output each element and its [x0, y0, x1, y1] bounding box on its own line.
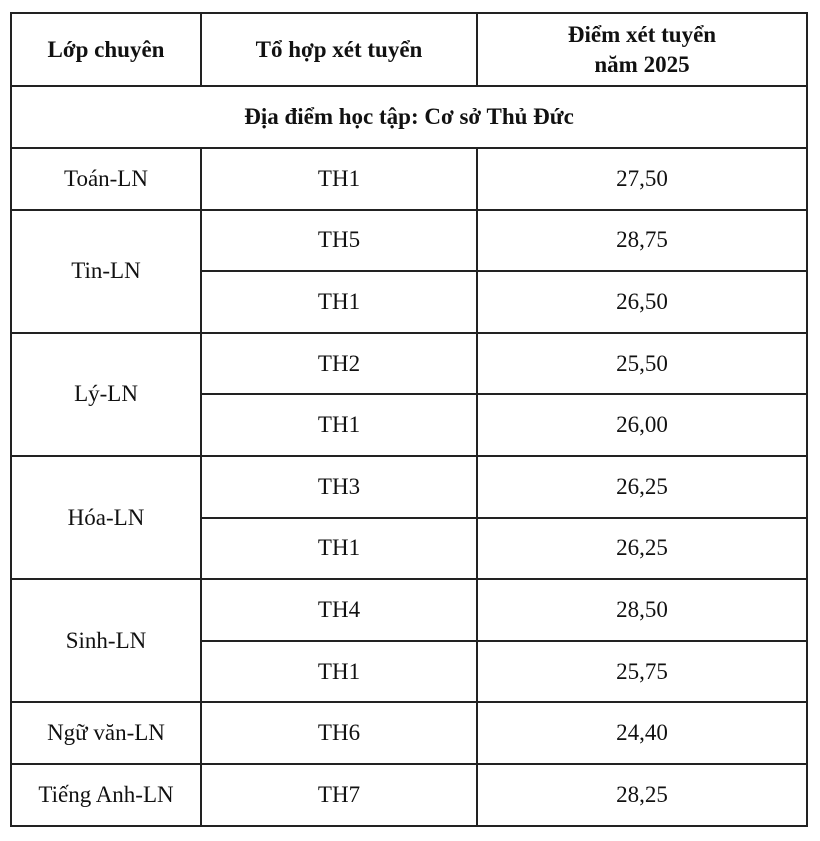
data-row: Ngữ văn-LN TH6 24,40	[10, 701, 808, 765]
score-cell: 25,50	[476, 331, 808, 396]
data-row: Tin-LN TH5 28,75	[10, 208, 808, 334]
header-cell: Tổ hợp xét tuyển	[200, 12, 478, 87]
class-cell: Toán-LN	[10, 147, 202, 211]
score-cell: 25,75	[476, 639, 808, 704]
class-cell: Tin-LN	[10, 208, 202, 334]
header-cell: Lớp chuyên	[10, 12, 202, 87]
combo-cell: TH5	[200, 208, 478, 273]
data-row: TH1 26,25	[11, 516, 808, 581]
data-row: Lý-LN TH2 25,50	[10, 331, 808, 457]
class-cell: Lý-LN	[10, 331, 202, 457]
data-row: Sinh-LN TH4 28,50	[10, 578, 808, 704]
combo-cell: TH1	[200, 147, 478, 211]
class-cell: Ngữ văn-LN	[10, 701, 202, 765]
score-cell: 28,50	[476, 578, 808, 642]
combo-cell: TH1	[200, 270, 478, 334]
class-cell: Hóa-LN	[10, 454, 202, 581]
data-row: TH1 26,50	[11, 270, 808, 334]
section-cell: Địa điểm học tập: Cơ sở Thủ Đức	[10, 85, 808, 149]
combo-cell: TH7	[200, 762, 478, 827]
combo-cell: TH1	[200, 516, 478, 581]
score-cell: 26,25	[476, 454, 808, 519]
combo-cell: TH6	[200, 701, 478, 765]
header-line: năm 2025	[594, 51, 690, 77]
score-cell: 28,25	[476, 762, 808, 827]
score-cell: 24,40	[476, 701, 808, 765]
data-row: TH1 25,75	[11, 639, 808, 704]
header-line: Điểm xét tuyển	[567, 21, 717, 47]
score-cell: 26,00	[476, 393, 808, 457]
class-cell: Tiếng Anh-LN	[10, 762, 202, 827]
combo-cell: TH2	[200, 331, 478, 396]
combo-cell: TH1	[200, 393, 478, 457]
combo-cell: TH3	[200, 454, 478, 519]
score-cell: 26,50	[476, 270, 808, 334]
combo-cell: TH4	[200, 578, 478, 642]
score-cell: 26,25	[476, 516, 808, 581]
header-row: Lớp chuyên Tổ hợp xét tuyển Điểm xét tuy…	[10, 12, 808, 87]
combo-cell: TH1	[200, 639, 478, 704]
score-cell: 27,50	[476, 147, 808, 211]
header-cell: Điểm xét tuyển năm 2025	[476, 12, 808, 87]
score-cell: 28,75	[476, 208, 808, 273]
section-row: Địa điểm học tập: Cơ sở Thủ Đức	[10, 85, 808, 149]
data-row: Tiếng Anh-LN TH7 28,25	[10, 762, 808, 827]
class-cell: Sinh-LN	[10, 578, 202, 704]
data-row: TH1 26,00	[11, 393, 808, 457]
data-row: Toán-LN TH1 27,50	[10, 147, 808, 211]
data-row: Hóa-LN TH3 26,25	[10, 454, 808, 581]
score-table: Lớp chuyên Tổ hợp xét tuyển Điểm xét tuy…	[10, 12, 808, 827]
